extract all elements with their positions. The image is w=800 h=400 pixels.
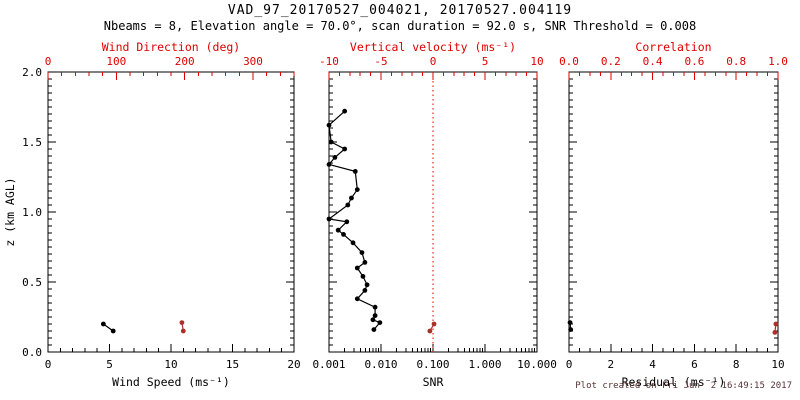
top-tick-label: 0.4	[643, 55, 663, 68]
panel-snr: 0.001 0.010 0.100 1.000 10.000 SNR -10 -5 0 5 10 Ve…	[312, 40, 556, 389]
x-tick-label: 0	[566, 358, 573, 371]
x-tick-label: 6	[691, 358, 698, 371]
y-tick-label: 1.5	[22, 136, 42, 149]
x-tick-label: 15	[226, 358, 239, 371]
top-tick-label: -5	[374, 55, 387, 68]
x-tick-label: 1.000	[468, 358, 501, 371]
x-tick-label: 0.100	[416, 358, 449, 371]
x-tick-label: 10	[771, 358, 784, 371]
plot-subtitle: Nbeams = 8, Elevation angle = 70.0°, sca…	[103, 19, 697, 33]
x-tick-label: 4	[649, 358, 656, 371]
y-tick-label: 0.5	[22, 276, 42, 289]
top-tick-label: 0.2	[601, 55, 621, 68]
x-tick-label: 10	[164, 358, 177, 371]
x-tick-label: 5	[106, 358, 113, 371]
top-tick-label: 0	[430, 55, 437, 68]
series-wind-direction	[179, 320, 186, 334]
top-tick-label: 100	[106, 55, 126, 68]
x-tick-label: 10.000	[517, 358, 557, 371]
top-tick-label: 0.0	[559, 55, 579, 68]
series-snr-profile	[326, 108, 383, 332]
plot-title: VAD_97_20170527_004021, 20170527.004119	[227, 3, 573, 18]
x-tick-label: 8	[733, 358, 740, 371]
x-tick-label: 20	[287, 358, 300, 371]
top-axis-title: Correlation	[635, 40, 711, 54]
series-wind-speed	[100, 321, 116, 334]
top-tick-label: 1.0	[768, 55, 788, 68]
top-tick-label: 5	[482, 55, 489, 68]
y-tick-label: 2.0	[22, 66, 42, 79]
y-tick-label: 0.0	[22, 346, 42, 359]
panel-residual: 0 2 4 6 8 10 Residual (ms⁻¹) 0.0 0.2 0.4 0.6 0.8 1.0…	[559, 40, 788, 389]
bottom-axis-title: Wind Speed (ms⁻¹)	[112, 375, 230, 389]
x-tick-label: 0.010	[364, 358, 397, 371]
top-tick-label: 0.6	[684, 55, 704, 68]
top-tick-label: 10	[530, 55, 543, 68]
top-axis-title: Vertical velocity (ms⁻¹)	[350, 40, 516, 54]
top-tick-label: -10	[319, 55, 339, 68]
top-axis-title: Wind Direction (deg)	[102, 40, 240, 54]
series-correlation	[772, 321, 779, 335]
y-tick-label: 1.0	[22, 206, 42, 219]
plot-timestamp: Plot created on Fri Jun 2 16:49:15 2017	[575, 381, 792, 391]
series-residual	[567, 320, 574, 332]
x-tick-label: 0	[45, 358, 52, 371]
top-tick-label: 0	[45, 55, 52, 68]
bottom-axis-title: SNR	[423, 375, 444, 389]
top-tick-label: 0.8	[726, 55, 746, 68]
top-tick-label: 200	[175, 55, 195, 68]
series-vertical-velocity	[427, 321, 437, 334]
top-tick-label: 300	[243, 55, 263, 68]
x-tick-label: 2	[607, 358, 614, 371]
bottom-axis-title: Residual (ms⁻¹)	[622, 375, 726, 389]
x-tick-label: 0.001	[312, 358, 345, 371]
y-axis-title: z (km AGL)	[3, 177, 17, 246]
